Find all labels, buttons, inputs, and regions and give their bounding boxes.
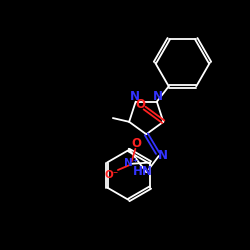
Text: N⁺: N⁺ (124, 158, 138, 168)
Text: O⁻: O⁻ (104, 170, 119, 180)
Text: N: N (130, 90, 140, 103)
Text: HN: HN (133, 165, 153, 178)
Text: N: N (153, 90, 163, 103)
Text: O: O (135, 98, 145, 111)
Text: O: O (132, 137, 142, 150)
Text: N: N (158, 149, 168, 162)
